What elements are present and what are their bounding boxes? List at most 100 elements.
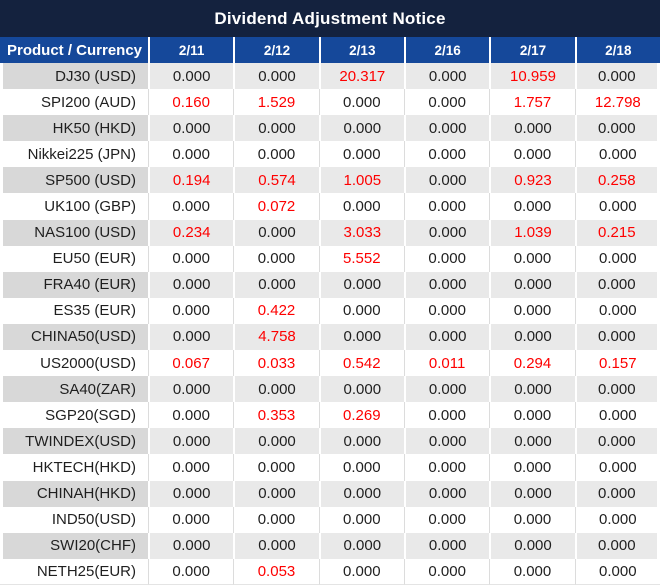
value-cell: 0.000 — [403, 115, 490, 142]
value-cell: 0.000 — [489, 480, 575, 507]
value-cell: 0.000 — [574, 245, 660, 272]
value-cell: 0.000 — [403, 271, 490, 298]
table-row: IND50(USD) 0.000 0.000 0.000 0.000 0.000 0.000 — [0, 506, 660, 533]
value-cell: 0.000 — [233, 63, 319, 90]
table-row: SGP20(SGD) 0.000 0.353 0.269 0.000 0.000 0.000 — [0, 402, 660, 429]
product-cell: CHINAH(HKD) — [0, 480, 148, 507]
table-header-row: Product / Currency 2/11 2/12 2/13 2/16 2/17 2… — [0, 37, 660, 63]
value-cell: 0.000 — [318, 558, 404, 585]
value-cell: 0.000 — [403, 506, 490, 533]
value-cell: 0.000 — [233, 532, 319, 559]
value-cell: 0.000 — [489, 271, 575, 298]
column-header-date: 2/12 — [233, 37, 319, 63]
value-cell: 0.000 — [489, 454, 575, 481]
table-row: TWINDEX(USD) 0.000 0.000 0.000 0.000 0.000 0.0… — [0, 428, 660, 455]
value-cell: 10.959 — [489, 63, 575, 90]
value-cell: 0.000 — [148, 402, 234, 429]
value-cell: 3.033 — [318, 219, 404, 246]
product-cell: ES35 (EUR) — [0, 297, 148, 324]
value-cell: 0.000 — [489, 558, 575, 585]
value-cell: 0.000 — [233, 219, 319, 246]
value-cell: 0.000 — [403, 167, 490, 194]
value-cell: 0.000 — [403, 141, 490, 168]
value-cell: 0.000 — [403, 376, 490, 403]
value-cell: 0.000 — [233, 506, 319, 533]
value-cell: 0.000 — [148, 532, 234, 559]
value-cell: 0.000 — [574, 454, 660, 481]
value-cell: 0.000 — [574, 297, 660, 324]
table-row: EU50 (EUR) 0.000 0.000 5.552 0.000 0.000 0.000 — [0, 245, 660, 272]
value-cell: 0.215 — [574, 219, 660, 246]
value-cell: 0.000 — [574, 402, 660, 429]
product-cell: SGP20(SGD) — [0, 402, 148, 429]
value-cell: 0.000 — [403, 428, 490, 455]
product-cell: IND50(USD) — [0, 506, 148, 533]
value-cell: 0.000 — [403, 245, 490, 272]
value-cell: 0.000 — [574, 115, 660, 142]
table-row: NAS100 (USD) 0.234 0.000 3.033 0.000 1.039 0.2… — [0, 219, 660, 246]
value-cell: 0.000 — [489, 402, 575, 429]
table-body: DJ30 (USD) 0.000 0.000 20.317 0.000 10.959 0.0… — [0, 63, 660, 585]
value-cell: 0.000 — [403, 63, 490, 90]
table-row: ES35 (EUR) 0.000 0.422 0.000 0.000 0.000 0.000 — [0, 297, 660, 324]
product-cell: HKTECH(HKD) — [0, 454, 148, 481]
value-cell: 0.234 — [148, 219, 234, 246]
table-row: SP500 (USD) 0.194 0.574 1.005 0.000 0.923 0.25… — [0, 167, 660, 194]
value-cell: 0.000 — [148, 141, 234, 168]
value-cell: 0.000 — [403, 402, 490, 429]
table-row: SA40(ZAR) 0.000 0.000 0.000 0.000 0.000 0.000 — [0, 376, 660, 403]
value-cell: 0.000 — [318, 454, 404, 481]
value-cell: 0.000 — [148, 115, 234, 142]
product-cell: Nikkei225 (JPN) — [0, 141, 148, 168]
value-cell: 1.529 — [233, 89, 319, 116]
value-cell: 0.000 — [403, 297, 490, 324]
product-cell: SWI20(CHF) — [0, 532, 148, 559]
value-cell: 0.072 — [233, 193, 319, 220]
value-cell: 5.552 — [318, 245, 404, 272]
value-cell: 0.000 — [318, 376, 404, 403]
value-cell: 0.011 — [403, 350, 490, 377]
column-header-date: 2/16 — [403, 37, 490, 63]
value-cell: 0.000 — [489, 532, 575, 559]
dividend-table: Product / Currency 2/11 2/12 2/13 2/16 2/17 2… — [0, 37, 660, 585]
value-cell: 0.000 — [403, 480, 490, 507]
product-cell: CHINA50(USD) — [0, 323, 148, 351]
value-cell: 0.000 — [574, 323, 660, 351]
table-row: CHINAH(HKD) 0.000 0.000 0.000 0.000 0.000 0.00… — [0, 480, 660, 507]
value-cell: 0.000 — [489, 323, 575, 351]
value-cell: 0.000 — [318, 506, 404, 533]
value-cell: 0.000 — [489, 141, 575, 168]
column-header-date: 2/17 — [489, 37, 575, 63]
value-cell: 0.353 — [233, 402, 319, 429]
table-row: SWI20(CHF) 0.000 0.000 0.000 0.000 0.000 0.000 — [0, 532, 660, 559]
product-cell: HK50 (HKD) — [0, 115, 148, 142]
value-cell: 0.000 — [148, 271, 234, 298]
table-row: CHINA50(USD) 0.000 4.758 0.000 0.000 0.000 0.0… — [0, 323, 660, 351]
page-title: Dividend Adjustment Notice — [0, 0, 660, 37]
value-cell: 0.000 — [403, 323, 490, 351]
value-cell: 0.000 — [148, 193, 234, 220]
value-cell: 0.053 — [233, 558, 319, 585]
value-cell: 4.758 — [233, 323, 319, 351]
product-cell: TWINDEX(USD) — [0, 428, 148, 455]
product-cell: NETH25(EUR) — [0, 558, 148, 585]
value-cell: 0.000 — [318, 271, 404, 298]
value-cell: 0.000 — [574, 532, 660, 559]
value-cell: 0.000 — [574, 63, 660, 90]
value-cell: 0.000 — [574, 271, 660, 298]
value-cell: 0.000 — [574, 558, 660, 585]
value-cell: 1.039 — [489, 219, 575, 246]
product-cell: FRA40 (EUR) — [0, 271, 148, 298]
value-cell: 0.000 — [574, 376, 660, 403]
value-cell: 0.000 — [574, 480, 660, 507]
value-cell: 0.294 — [489, 350, 575, 377]
value-cell: 12.798 — [574, 89, 660, 116]
value-cell: 0.000 — [318, 323, 404, 351]
value-cell: 0.067 — [148, 350, 234, 377]
value-cell: 20.317 — [318, 63, 404, 90]
value-cell: 0.000 — [318, 89, 404, 116]
table-row: HKTECH(HKD) 0.000 0.000 0.000 0.000 0.000 0.00… — [0, 454, 660, 481]
value-cell: 0.000 — [233, 376, 319, 403]
value-cell: 0.542 — [318, 350, 404, 377]
value-cell: 1.005 — [318, 167, 404, 194]
